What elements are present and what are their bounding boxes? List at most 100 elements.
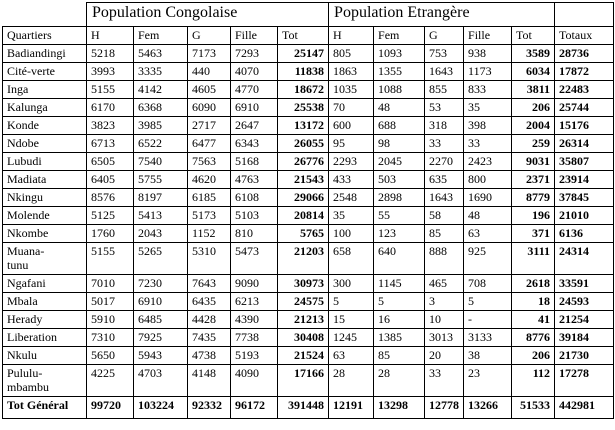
totaux-cell: 25744	[554, 98, 615, 117]
tot-cell-congolaise: 18672	[276, 80, 330, 99]
value-cell-congolaise: 5943	[133, 346, 188, 365]
value-cell-etrangere: 2423	[463, 152, 513, 171]
value-cell-etrangere: 33	[424, 364, 465, 397]
value-cell-congolaise: 7643	[187, 274, 231, 293]
value-cell-congolaise: 5155	[86, 242, 134, 275]
totaux-cell: 35807	[554, 152, 615, 171]
tot-cell-etrangere: 2618	[511, 274, 556, 293]
table-row: Ngafani 7010 7230 7643 9090 30973 300 1145 465 70…	[2, 274, 615, 293]
value-cell-etrangere: 2293	[328, 152, 375, 171]
value-cell-etrangere: 10	[424, 310, 465, 329]
tot-cell-etrangere: 9031	[511, 152, 556, 171]
value-cell-congolaise: 4225	[86, 364, 134, 397]
value-cell-etrangere: 13266	[463, 396, 513, 419]
tot-cell-congolaise: 11838	[276, 62, 330, 81]
tot-cell-etrangere: 18	[511, 292, 556, 311]
value-cell-congolaise: 4428	[187, 310, 231, 329]
value-cell-congolaise: 7925	[133, 328, 188, 347]
totaux-cell: 28736	[554, 44, 615, 63]
quartier-cell: Nkulu	[2, 346, 87, 365]
table-row: Molende 5125 5413 5173 5103 20814 35 55 58 48 196 2…	[2, 206, 615, 225]
value-cell-congolaise: 7738	[230, 328, 278, 347]
value-cell-congolaise: 5218	[86, 44, 134, 63]
value-cell-congolaise: 7173	[187, 44, 231, 63]
value-cell-congolaise: 4763	[230, 170, 278, 189]
quartier-cell: Lubudi	[2, 152, 87, 171]
value-cell-etrangere: 33	[424, 134, 465, 153]
value-cell-congolaise: 9090	[230, 274, 278, 293]
value-cell-etrangere: 5	[373, 292, 426, 311]
column-header-fem-etr: Fem	[373, 26, 426, 45]
value-cell-etrangere: 640	[373, 242, 426, 275]
value-cell-congolaise: 6910	[133, 292, 188, 311]
empty-header-cell	[554, 2, 615, 27]
value-cell-etrangere: 800	[463, 170, 513, 189]
tot-cell-congolaise: 25538	[276, 98, 330, 117]
value-cell-congolaise: 3335	[133, 62, 188, 81]
value-cell-congolaise: 2043	[133, 224, 188, 243]
value-cell-congolaise: 92332	[187, 396, 231, 419]
totaux-cell: 17872	[554, 62, 615, 81]
value-cell-etrangere: 805	[328, 44, 375, 63]
tot-cell-etrangere: 2004	[511, 116, 556, 135]
value-cell-etrangere: 318	[424, 116, 465, 135]
table-row: Cité-verte 3993 3335 440 4070 11838 1863 1355 16…	[2, 62, 615, 81]
value-cell-congolaise: 6343	[230, 134, 278, 153]
table-row: Mbala 5017 6910 6435 6213 24575 5 5 3 5 18 24593	[2, 292, 615, 311]
value-cell-congolaise: 6435	[187, 292, 231, 311]
column-header-g-cong: G	[187, 26, 231, 45]
tot-cell-etrangere: 3811	[511, 80, 556, 99]
value-cell-etrangere: 33	[463, 134, 513, 153]
quartier-cell: Badiandingi	[2, 44, 87, 63]
value-cell-etrangere: 1093	[373, 44, 426, 63]
column-header-row: Quartiers H Fem G Fille Tot H Fem G Fill…	[2, 26, 615, 45]
table-row: Herady 5910 6485 4428 4390 21213 15 16 10-41 2125…	[2, 310, 615, 329]
table-row: Madiata 6405 5755 4620 4763 21543 433 503 635 800…	[2, 170, 615, 189]
value-cell-etrangere: 23	[463, 364, 513, 397]
table-row: Badiandingi 5218 5463 7173 7293 25147 805 1093 7…	[2, 44, 615, 63]
value-cell-congolaise: 5413	[133, 206, 188, 225]
value-cell-etrangere: 35	[328, 206, 375, 225]
value-cell-etrangere: 95	[328, 134, 375, 153]
total-row: Tot Général 99720 103224 92332 96172 391448 12…	[2, 396, 615, 419]
value-cell-congolaise: 810	[230, 224, 278, 243]
value-cell-etrangere: 2270	[424, 152, 465, 171]
value-cell-congolaise: 5103	[230, 206, 278, 225]
totaux-cell: 442981	[554, 396, 615, 419]
tot-cell-etrangere: 2371	[511, 170, 556, 189]
value-cell-congolaise: 5473	[230, 242, 278, 275]
value-cell-congolaise: 103224	[133, 396, 188, 419]
quartier-cell: Nkingu	[2, 188, 87, 207]
value-cell-etrangere: 1385	[373, 328, 426, 347]
value-cell-congolaise: 6522	[133, 134, 188, 153]
group-header-congolaise: Population Congolaise	[85, 2, 330, 27]
value-cell-congolaise: 5017	[86, 292, 134, 311]
totaux-cell: 21254	[554, 310, 615, 329]
value-cell-congolaise: 4770	[230, 80, 278, 99]
value-cell-etrangere: 1643	[424, 188, 465, 207]
value-cell-congolaise: 1152	[187, 224, 231, 243]
value-cell-etrangere: 1173	[463, 62, 513, 81]
value-cell-congolaise: 3993	[86, 62, 134, 81]
tot-cell-congolaise: 29066	[276, 188, 330, 207]
value-cell-congolaise: 3985	[133, 116, 188, 135]
value-cell-congolaise: 1760	[86, 224, 134, 243]
tot-cell-etrangere: 6034	[511, 62, 556, 81]
value-cell-congolaise: 5463	[133, 44, 188, 63]
table-row: Nkulu 5650 5943 4738 5193 21524 63 85 20 38 206 217…	[2, 346, 615, 365]
value-cell-etrangere: 63	[463, 224, 513, 243]
value-cell-congolaise: 6170	[86, 98, 134, 117]
value-cell-congolaise: 5910	[86, 310, 134, 329]
tot-cell-congolaise: 30408	[276, 328, 330, 347]
value-cell-congolaise: 7293	[230, 44, 278, 63]
value-cell-etrangere: 888	[424, 242, 465, 275]
value-cell-etrangere: 1088	[373, 80, 426, 99]
value-cell-congolaise: 4148	[187, 364, 231, 397]
value-cell-etrangere: 15	[328, 310, 375, 329]
column-header-fille-etr: Fille	[463, 26, 513, 45]
total-label-cell: Tot Général	[2, 396, 87, 419]
value-cell-congolaise: 8576	[86, 188, 134, 207]
value-cell-congolaise: 7563	[187, 152, 231, 171]
value-cell-etrangere: 28	[328, 364, 375, 397]
value-cell-congolaise: 3823	[86, 116, 134, 135]
